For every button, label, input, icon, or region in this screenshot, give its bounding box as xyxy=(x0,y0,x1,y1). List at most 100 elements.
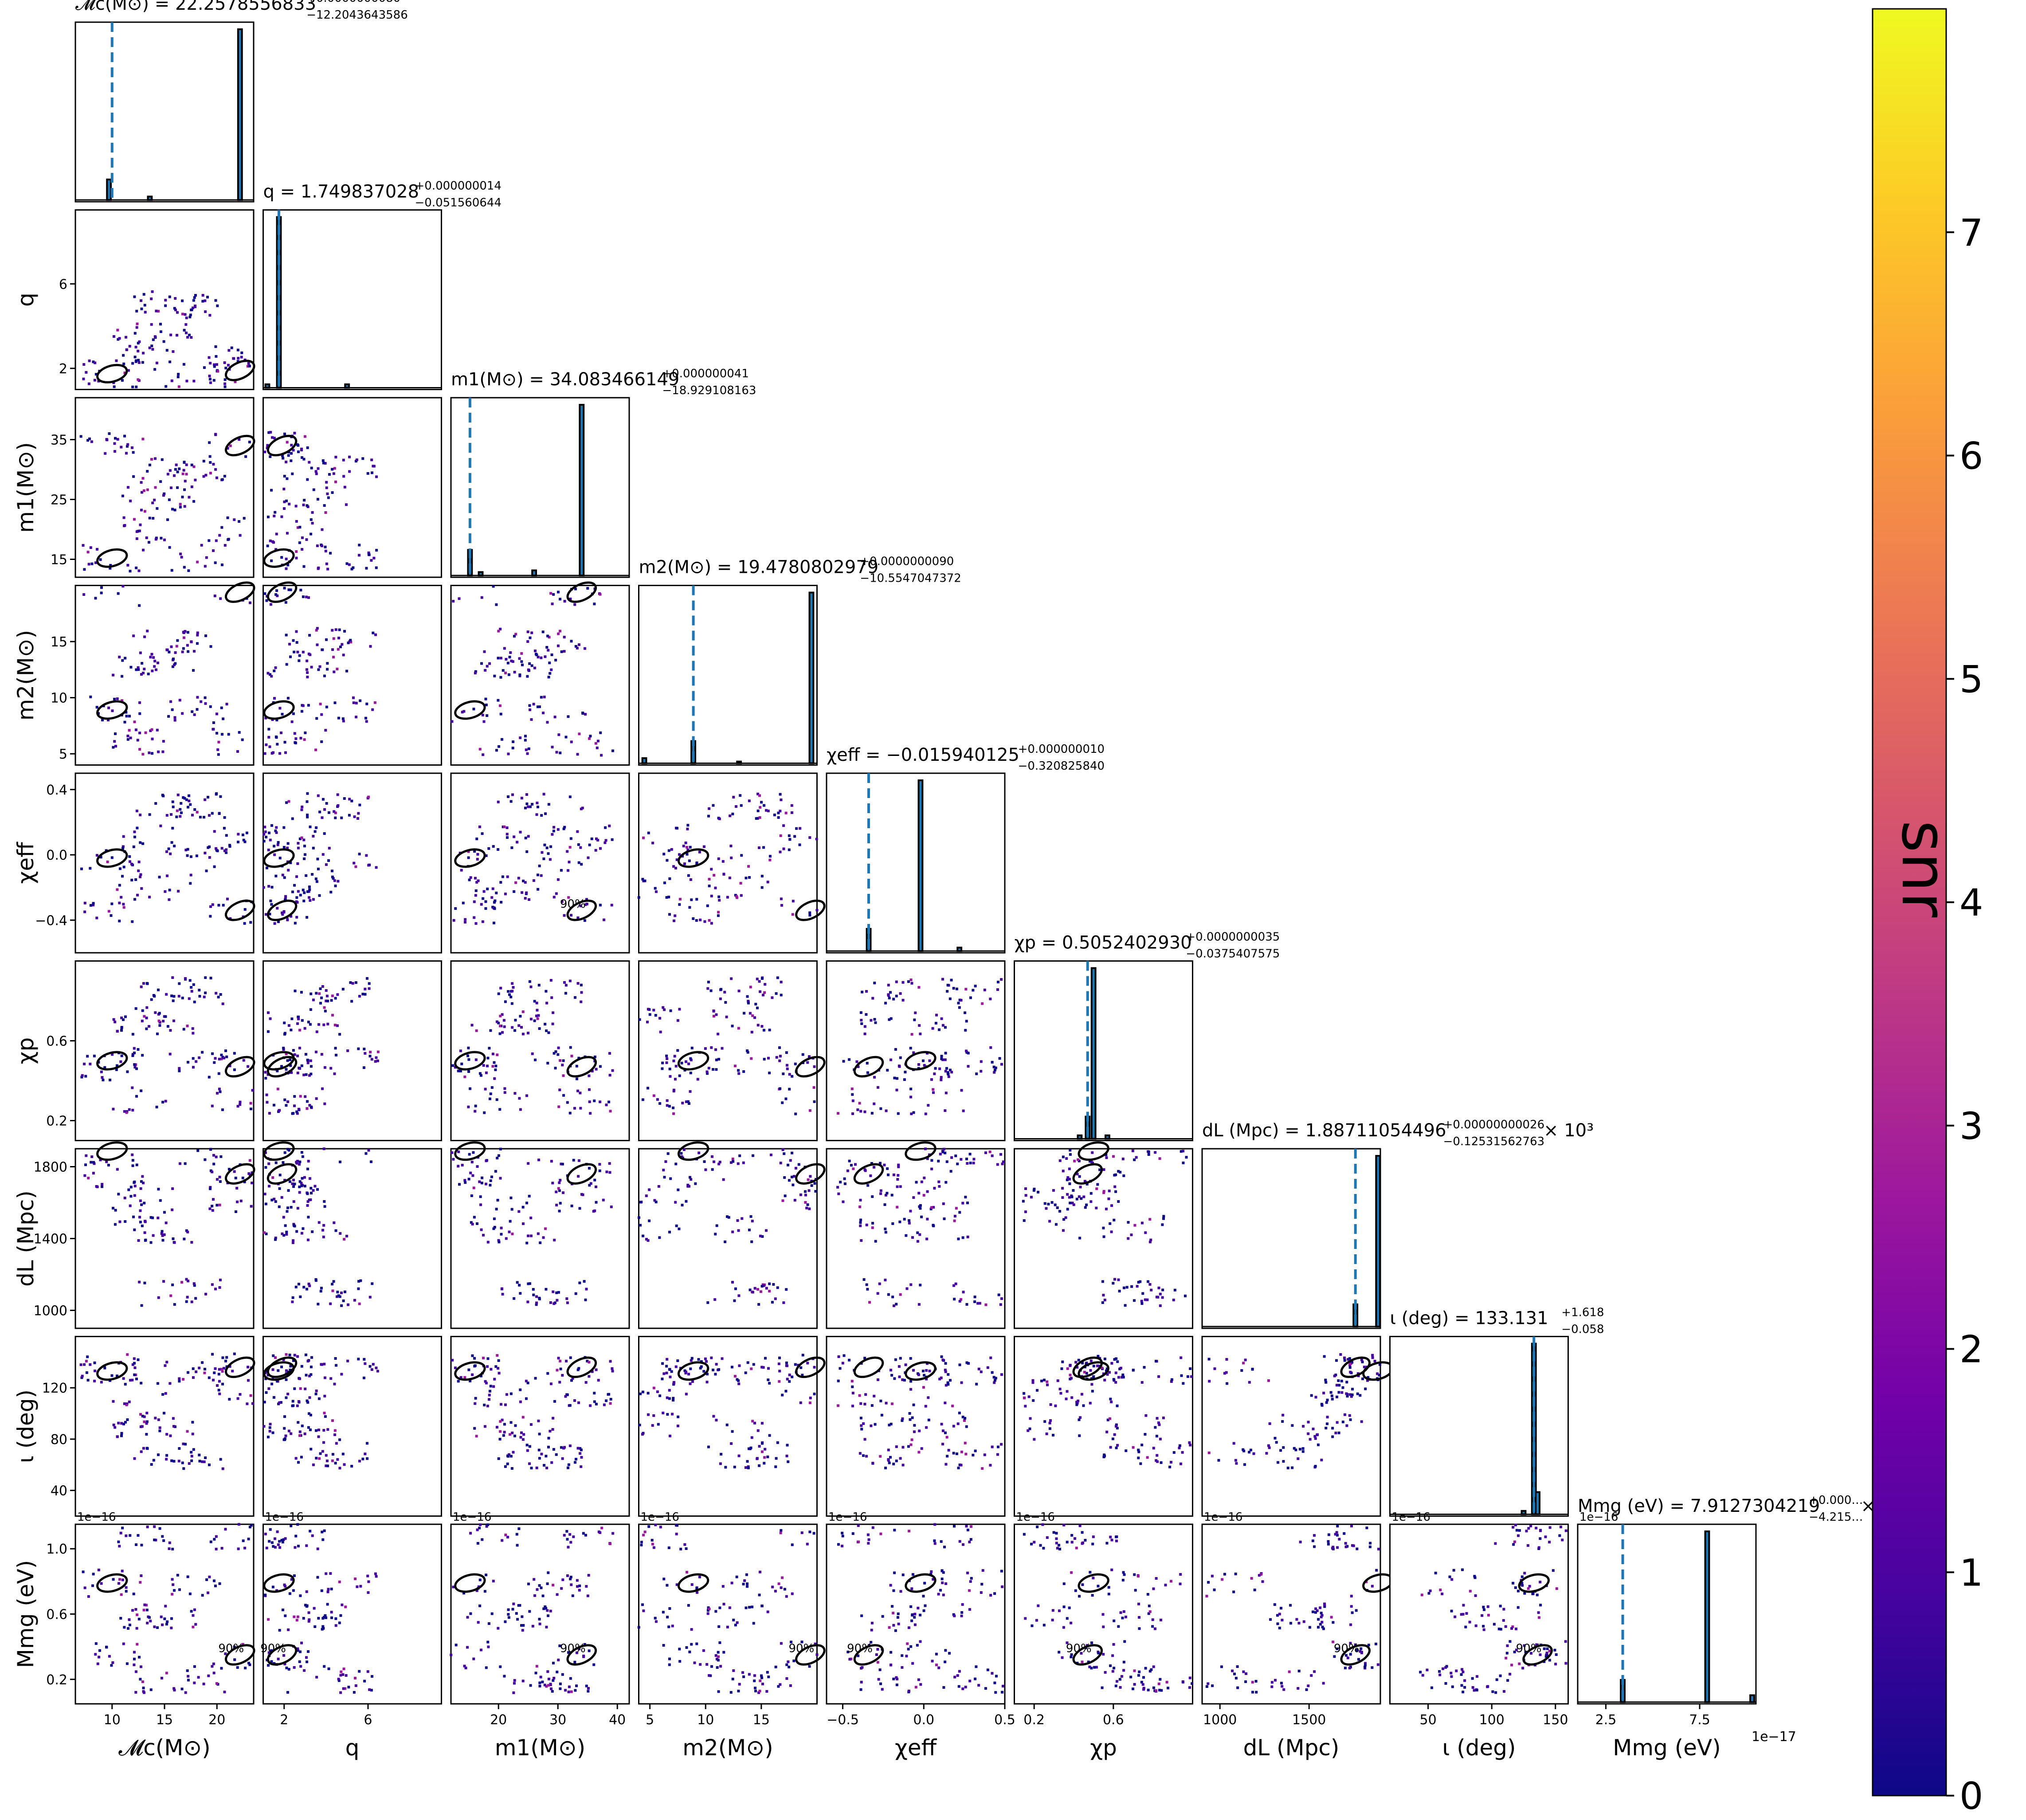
scatter-point xyxy=(1066,1178,1069,1182)
panel-chip-chip xyxy=(1014,960,1193,1141)
scatter-point xyxy=(129,570,132,573)
scatter-point xyxy=(331,1453,334,1456)
scatter-point xyxy=(482,890,486,893)
scatter-point xyxy=(687,1373,690,1376)
contour-90 xyxy=(454,700,486,720)
panel-mmg-q xyxy=(263,1523,442,1709)
scatter-point xyxy=(964,1441,967,1444)
scatter-point xyxy=(164,299,167,302)
scatter-point xyxy=(570,1054,573,1057)
scatter-point xyxy=(89,867,92,870)
scatter-point xyxy=(551,1690,554,1693)
scatter-point xyxy=(837,1355,840,1358)
scatter-point xyxy=(668,913,671,916)
scatter-point xyxy=(306,504,309,507)
scatter-point xyxy=(313,1607,316,1610)
scatter-point xyxy=(916,1240,919,1243)
scatter-point xyxy=(545,1002,549,1005)
scatter-point xyxy=(110,1664,113,1667)
scatter-point xyxy=(107,706,110,709)
scatter-point xyxy=(763,1456,766,1459)
panel-chieff-m2 xyxy=(637,772,826,954)
scatter-point xyxy=(305,1656,308,1659)
scatter-point xyxy=(859,1011,862,1014)
scatter-point xyxy=(155,309,158,313)
scatter-point xyxy=(527,1282,530,1285)
scatter-point xyxy=(138,1216,141,1219)
scatter-point xyxy=(584,647,587,650)
scatter-point xyxy=(1062,1229,1065,1232)
scatter-point xyxy=(141,662,144,665)
scatter-point xyxy=(794,1166,797,1170)
scatter-point xyxy=(317,868,320,871)
scatter-point xyxy=(944,1052,947,1055)
scatter-point xyxy=(133,1663,136,1667)
scatter-point xyxy=(301,1177,304,1180)
scatter-point xyxy=(300,836,303,839)
scatter-point xyxy=(662,1168,665,1171)
scatter-point xyxy=(807,1189,811,1192)
scatter-point xyxy=(308,885,311,888)
scatter-point xyxy=(116,1030,119,1033)
scatter-point xyxy=(308,896,311,899)
scatter-point xyxy=(529,1234,533,1237)
scatter-point xyxy=(510,846,513,849)
scatter-point xyxy=(508,1230,511,1233)
scatter-point xyxy=(1076,1173,1079,1176)
scatter-point xyxy=(589,735,592,738)
scatter-point xyxy=(133,1357,136,1360)
scatter-point xyxy=(785,1288,788,1291)
scatter-point xyxy=(354,865,357,868)
scatter-point xyxy=(326,492,329,495)
scatter-point xyxy=(489,1184,492,1187)
scatter-point xyxy=(789,1159,792,1162)
scatter-point xyxy=(217,753,220,756)
scatter-point xyxy=(1068,1167,1071,1170)
y-offset-label: 1e−16 xyxy=(265,1511,304,1524)
scatter-point xyxy=(595,837,598,840)
scatter-point xyxy=(452,1158,455,1161)
scatter-point xyxy=(368,1365,372,1368)
scatter-point xyxy=(965,1020,968,1023)
scatter-point xyxy=(137,349,140,352)
scatter-point xyxy=(578,1584,581,1587)
scatter-point xyxy=(712,1368,715,1371)
scatter-point xyxy=(562,827,565,830)
scatter-point xyxy=(307,1650,310,1653)
scatter-point xyxy=(540,656,543,659)
scatter-point xyxy=(317,1616,320,1620)
scatter-point xyxy=(486,714,489,717)
scatter-point xyxy=(993,1071,996,1074)
scatter-point xyxy=(187,1280,190,1283)
scatter-point xyxy=(180,811,183,814)
scatter-point xyxy=(220,706,223,709)
scatter-point xyxy=(511,793,514,796)
scatter-point xyxy=(687,1102,690,1105)
contour-90 xyxy=(225,1056,255,1078)
scatter-point xyxy=(473,1216,476,1219)
scatter-point xyxy=(211,903,214,906)
scatter-point xyxy=(358,853,361,856)
scatter-point xyxy=(86,1355,89,1358)
scatter-point xyxy=(154,538,157,541)
scatter-point xyxy=(556,1053,560,1056)
scatter-point xyxy=(730,1442,733,1445)
scatter-point xyxy=(1248,1451,1251,1454)
scatter-point xyxy=(756,817,759,820)
scatter-point xyxy=(133,835,136,838)
scatter-point xyxy=(642,1534,645,1537)
scatter-point xyxy=(899,1293,902,1296)
scatter-point xyxy=(83,1586,86,1589)
scatter-point xyxy=(496,1367,499,1370)
scatter-point xyxy=(196,810,199,814)
scatter-point xyxy=(233,1170,236,1173)
scatter-point xyxy=(340,1304,343,1307)
scatter-point xyxy=(216,748,219,751)
scatter-point xyxy=(370,1160,373,1163)
scatter-point xyxy=(609,1542,612,1546)
scatter-point xyxy=(682,845,685,848)
scatter-point xyxy=(525,1379,528,1382)
contour-90 xyxy=(96,1361,128,1381)
panel-title: χp = 0.5052402930 xyxy=(1015,933,1192,953)
scatter-point xyxy=(527,1234,530,1237)
